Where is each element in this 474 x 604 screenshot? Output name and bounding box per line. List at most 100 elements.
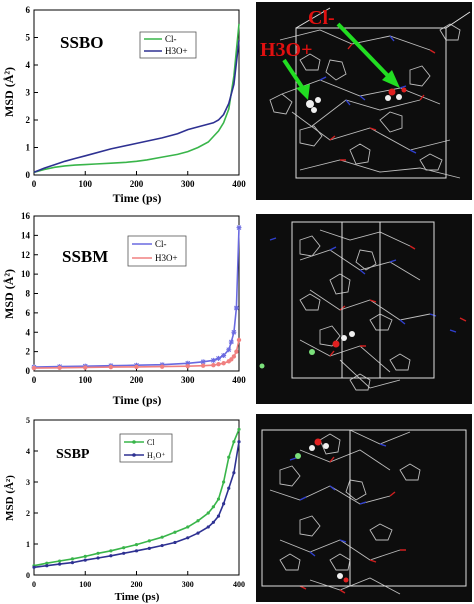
ssbo-image-label-h3o: H3O+	[260, 39, 313, 61]
ssbm-ytick-label: 12	[21, 250, 31, 260]
ssbp-series-marker	[232, 471, 236, 475]
ssbp-ytick-label: 2	[26, 509, 30, 518]
ssbm-xlabel: Time (ps)	[113, 393, 162, 407]
ssbo-legend-label-h3o: H3O+	[165, 46, 188, 56]
ssbo-ytick-label: 0	[26, 170, 31, 180]
ssbm-ytick-label: 16	[21, 211, 31, 221]
ssbp-ions	[295, 438, 349, 583]
ssbo-arrow-cl	[336, 22, 400, 88]
ssbo-xtick-label: 0	[32, 179, 37, 189]
ssbp-series-marker	[134, 543, 139, 547]
ssbm-xtick-label: 300	[181, 375, 195, 385]
ssbp-series-marker	[58, 559, 62, 563]
ssbp-series-marker	[196, 531, 200, 535]
ssbp-xtick-label: 100	[79, 580, 91, 589]
ssbp-ytick-label: 4	[26, 447, 30, 456]
ssbo-ylabel: MSD (Å²)	[2, 67, 16, 117]
ssbm-ytick-label: 0	[26, 366, 31, 376]
ssbm-series-marker	[83, 365, 88, 370]
ssbo-ytick-label: 6	[26, 5, 31, 15]
ssbp-series-marker	[58, 562, 62, 566]
ssbm-legend: Cl- H3O+	[127, 235, 187, 267]
ssbm-ytick-label: 4	[26, 327, 31, 337]
ssbo-xtick-label: 200	[130, 179, 144, 189]
ssbm-series-marker	[221, 361, 226, 366]
ssbo-molecule-atoms	[319, 35, 436, 161]
ssbp-series-marker	[83, 558, 87, 562]
ssbp-ytick-label: 0	[26, 571, 30, 580]
ssbp-series-marker	[222, 480, 226, 484]
ssbp-series-marker	[70, 561, 75, 565]
ssbp-series-marker	[222, 502, 226, 506]
ssbm-series-marker	[159, 364, 165, 369]
ssbp-series-marker	[216, 497, 221, 501]
ssbo-image-label-cl: Cl-	[308, 7, 335, 29]
ssbm-series-marker	[234, 349, 239, 354]
ssbp-xtick-label: 300	[182, 580, 194, 589]
ssbo-ion-h3o	[306, 97, 321, 113]
ssbp-legend: Cl H₃O⁺	[119, 433, 173, 463]
ssbm-legend-label-cl: Cl-	[155, 239, 167, 249]
ssbo-title: SSBO	[60, 33, 103, 52]
ssbm-series-marker	[236, 337, 242, 343]
ssbp-series-marker	[216, 514, 221, 518]
ssbm-series-marker	[231, 354, 237, 359]
ssbp-legend-label-cl: Cl	[147, 438, 155, 447]
ssbm-xtick-label: 400	[232, 375, 246, 385]
ssbo-axes: 0 100 200 300 400 0 1 2 3 4 5 6	[26, 5, 247, 189]
ssbo-legend: Cl- H3O+	[139, 31, 197, 59]
ssbm-series-marker	[221, 353, 227, 358]
ssbo-series	[33, 23, 240, 174]
ssbp-series-marker	[96, 551, 100, 555]
ssbp-xtick-label: 0	[32, 580, 36, 589]
ssbm-series-marker	[31, 365, 37, 371]
ssbp-series-marker	[206, 511, 210, 515]
ssbm-ytick-label: 10	[21, 269, 31, 279]
ssbm-series-marker	[57, 365, 62, 371]
ssbm-series-marker	[233, 305, 239, 311]
ssbm-series-marker	[200, 363, 206, 368]
ssbo-ytick-label: 2	[26, 115, 31, 125]
ssbm-xtick-label: 100	[79, 375, 93, 385]
ssbm-series-marker	[229, 357, 234, 362]
ssbp-xtick-label: 400	[233, 580, 245, 589]
ssbp-series-marker	[122, 551, 126, 555]
ssbp-series-marker	[227, 455, 231, 459]
ssbp-series-marker	[173, 530, 177, 534]
ssbp-series-marker	[83, 554, 87, 559]
ssbp-xlabel: Time (ps)	[115, 591, 160, 603]
ssbp-legend-box	[119, 433, 173, 463]
ssbo-legend-box	[139, 31, 197, 59]
ssbm-ylabel: MSD (Å²)	[2, 269, 16, 319]
ssbp-title: SSBP	[56, 447, 90, 462]
ssbp-series-marker	[232, 440, 236, 444]
ssbp-series-marker	[196, 519, 200, 523]
ssbm-axes: 0 100 200 300 400 0 2 4 6 8 10 12 14 16	[21, 211, 246, 385]
ssbo-series-line-1	[33, 40, 240, 174]
ssbp-chart: 0 100 200 300 400 0 1 2 3 4 5 SSBP Time (ps) MSD (…	[4, 416, 245, 603]
ssbp-cell-box	[261, 429, 467, 587]
ssbm-series	[31, 225, 242, 371]
ssbp-series-marker	[134, 549, 139, 553]
ssbm-series-line-0	[33, 227, 240, 368]
ssbm-ytick-label: 14	[21, 230, 31, 240]
ssbp-series-marker	[237, 440, 241, 444]
ssbp-ytick-label: 5	[26, 416, 30, 425]
ssbp-series-marker	[237, 427, 241, 431]
ssbm-series-marker	[185, 363, 190, 369]
ssbm-series-marker	[185, 360, 191, 366]
ssbm-series-marker	[134, 364, 139, 370]
ssbo-xtick-label: 300	[181, 179, 195, 189]
ssbm-title: SSBM	[62, 247, 108, 266]
ssbp-ytick-label: 3	[26, 478, 30, 487]
ssbp-series-marker	[147, 546, 151, 550]
ssbo-xtick-label: 100	[79, 179, 93, 189]
ssbp-series-marker	[109, 554, 113, 558]
ssbm-chart: 0 100 200 300 400 0 2 4 6 8 10 12 14 16 SSBM Time (ps…	[2, 211, 246, 407]
ssbp-molecule-atoms	[289, 443, 406, 594]
ssbm-xtick-label: 0	[32, 375, 37, 385]
ssbo-ytick-label: 3	[26, 88, 31, 98]
ssbm-simulation-image	[256, 214, 472, 404]
ssbp-series-marker	[160, 535, 164, 539]
